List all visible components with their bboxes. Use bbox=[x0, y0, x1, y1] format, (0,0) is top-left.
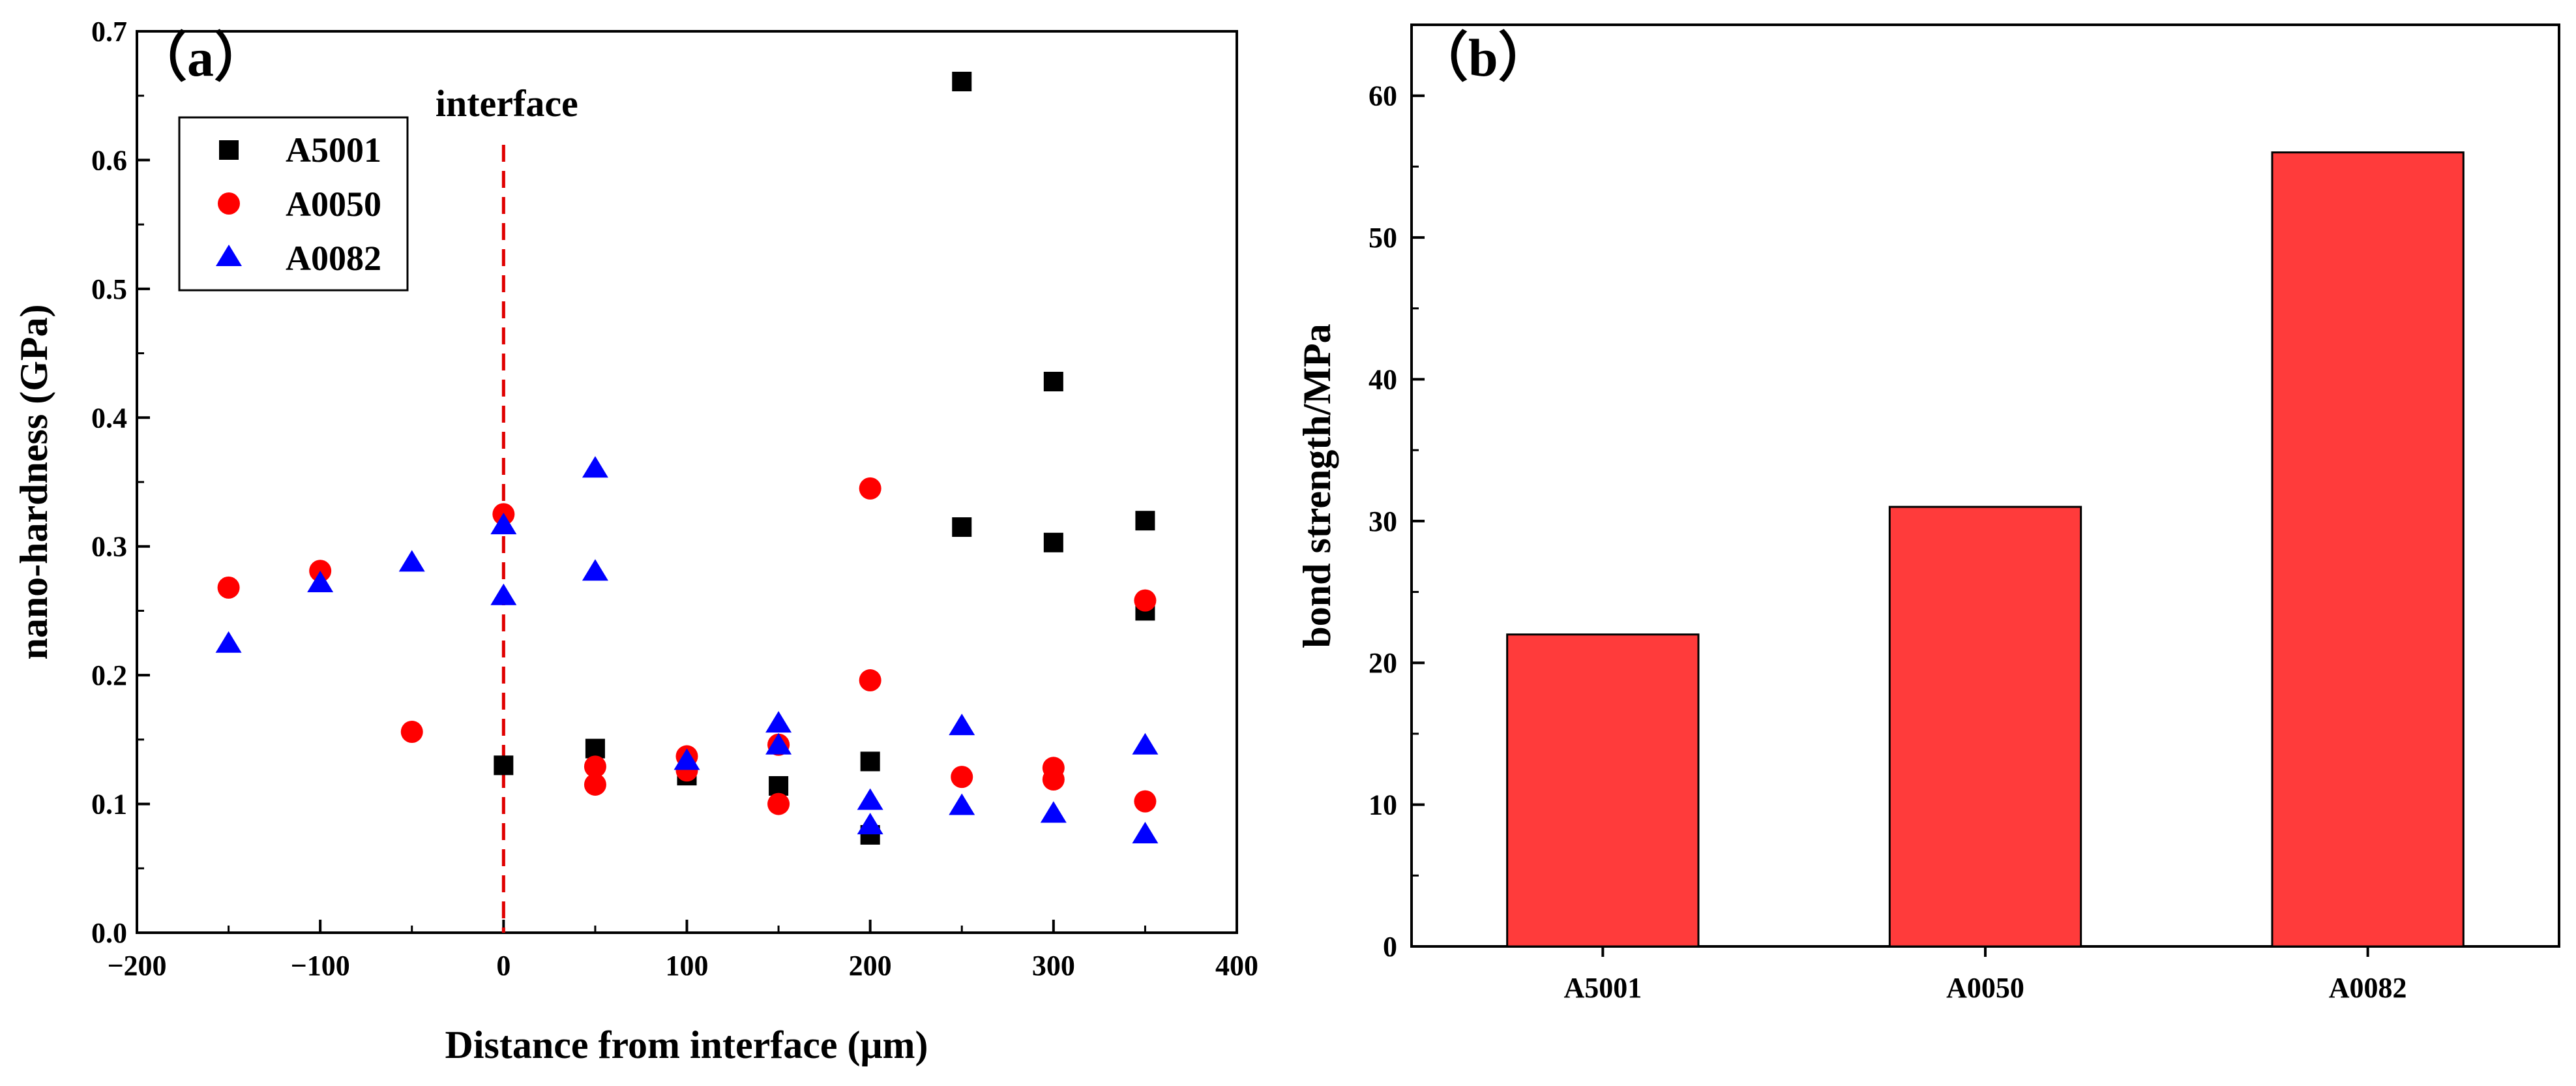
data-point-a0082 bbox=[1132, 821, 1159, 843]
panel-a-data-points bbox=[215, 71, 1159, 845]
data-point-a0050 bbox=[1134, 589, 1157, 612]
bar-a0050 bbox=[1888, 505, 2082, 948]
data-point-a0050 bbox=[584, 773, 606, 796]
legend-label-a0050: A0050 bbox=[286, 185, 381, 224]
data-point-a0082 bbox=[1132, 732, 1159, 755]
y-tick-label: 40 bbox=[1369, 363, 1397, 395]
data-point-a0082 bbox=[765, 732, 792, 755]
x-tick-label: 400 bbox=[1215, 950, 1258, 982]
panel-a-label: （a） bbox=[134, 28, 267, 87]
data-point-a0082 bbox=[490, 513, 517, 535]
panel-a-x-ticks: −200 −100 0 100 200 300 400 bbox=[107, 920, 1258, 982]
y-tick-label: 0.5 bbox=[91, 273, 127, 305]
data-point-a5001 bbox=[860, 751, 880, 772]
x-tick-label: 0 bbox=[496, 950, 511, 982]
y-tick-label: 0.7 bbox=[91, 16, 127, 48]
data-point-a0082 bbox=[765, 711, 792, 733]
data-point-a0082 bbox=[857, 788, 883, 810]
y-tick-label: 60 bbox=[1369, 80, 1397, 112]
data-point-a5001 bbox=[1043, 372, 1063, 392]
data-point-a5001 bbox=[1135, 511, 1155, 531]
bar-a5001 bbox=[1506, 633, 1700, 948]
data-point-a0082 bbox=[949, 793, 975, 815]
panel-a-y-ticks: 0.0 0.1 0.2 0.3 0.4 0.5 0.6 0.7 bbox=[91, 16, 150, 949]
data-point-a0082 bbox=[582, 559, 608, 581]
y-tick-label: 0.1 bbox=[91, 789, 127, 821]
y-tick-label: 0 bbox=[1383, 931, 1397, 963]
panel-b-bond-strength-bars: 0 10 20 30 40 50 60 A5001 A0050 A0082 （b） bond s… bbox=[1295, 23, 2560, 1004]
legend-label-a0082: A0082 bbox=[286, 239, 381, 278]
data-point-a0082 bbox=[949, 714, 975, 736]
data-point-a0082 bbox=[582, 456, 608, 478]
x-tick-label: A0050 bbox=[1946, 972, 2024, 1004]
panel-b-label: （b） bbox=[1415, 28, 1552, 87]
interface-annotation: interface bbox=[436, 82, 578, 125]
legend-label-a5001: A5001 bbox=[286, 130, 381, 170]
data-point-a5001 bbox=[952, 517, 972, 537]
data-point-a0082 bbox=[857, 813, 883, 835]
legend-marker-a0082 bbox=[216, 245, 242, 266]
y-tick-label: 30 bbox=[1369, 505, 1397, 537]
panel-b-y-ticks: 0 10 20 30 40 50 60 bbox=[1369, 80, 1425, 963]
y-tick-label: 50 bbox=[1369, 222, 1397, 254]
data-point-a0082 bbox=[398, 550, 425, 572]
panel-b-bars bbox=[1506, 151, 2465, 948]
panel-b-y-axis-title: bond strength/MPa bbox=[1295, 324, 1339, 648]
data-point-a5001 bbox=[952, 71, 972, 91]
data-point-a5001 bbox=[769, 776, 789, 796]
x-tick-label: 100 bbox=[666, 950, 709, 982]
data-point-a0050 bbox=[767, 792, 790, 815]
panel-a-legend: A5001 A0050 A0082 bbox=[178, 116, 409, 292]
series-a5001 bbox=[494, 71, 1155, 845]
panel-a-y-axis-title: nano-hardness (GPa) bbox=[12, 304, 55, 659]
legend-marker-a0050 bbox=[218, 192, 240, 215]
data-point-a0050 bbox=[1134, 790, 1157, 813]
y-tick-label: 0.4 bbox=[91, 402, 127, 434]
data-point-a0050 bbox=[859, 477, 881, 500]
y-tick-label: 0.3 bbox=[91, 531, 127, 563]
y-tick-label: 0.2 bbox=[91, 659, 127, 691]
data-point-a0050 bbox=[1042, 768, 1065, 791]
data-point-a5001 bbox=[1043, 532, 1063, 552]
x-tick-label: −200 bbox=[107, 950, 166, 982]
x-tick-label: A0082 bbox=[2329, 972, 2407, 1004]
data-point-a0050 bbox=[400, 721, 423, 744]
data-point-a5001 bbox=[585, 738, 605, 759]
data-point-a0050 bbox=[217, 576, 240, 599]
data-point-a5001 bbox=[494, 755, 514, 776]
panel-b-x-ticks: A5001 A0050 A0082 bbox=[1563, 946, 2407, 1004]
data-point-a0082 bbox=[215, 631, 242, 653]
data-point-a0050 bbox=[859, 669, 881, 692]
x-tick-label: 200 bbox=[849, 950, 892, 982]
x-tick-label: 300 bbox=[1032, 950, 1075, 982]
panel-a-x-axis-title: Distance from interface (μm) bbox=[445, 1023, 928, 1066]
data-point-a0082 bbox=[674, 748, 700, 770]
y-tick-label: 20 bbox=[1369, 647, 1397, 679]
data-point-a0082 bbox=[307, 570, 334, 592]
legend-marker-a5001 bbox=[219, 140, 239, 160]
y-tick-label: 10 bbox=[1369, 789, 1397, 821]
series-a0082 bbox=[215, 456, 1159, 843]
bar-a0082 bbox=[2271, 151, 2465, 948]
data-point-a0050 bbox=[951, 766, 973, 789]
x-tick-label: −100 bbox=[291, 950, 350, 982]
data-point-a0050 bbox=[584, 755, 606, 778]
data-point-a0082 bbox=[490, 583, 517, 605]
y-tick-label: 0.6 bbox=[91, 144, 127, 176]
data-point-a0082 bbox=[1040, 801, 1067, 823]
y-tick-label: 0.0 bbox=[91, 917, 127, 949]
legend-box bbox=[178, 116, 409, 292]
x-tick-label: A5001 bbox=[1563, 972, 1642, 1004]
panel-a-hardness-scatter: 0.0 0.1 0.2 0.3 0.4 0.5 0.6 0.7 −200 −100 0 100 200… bbox=[12, 16, 1258, 1066]
